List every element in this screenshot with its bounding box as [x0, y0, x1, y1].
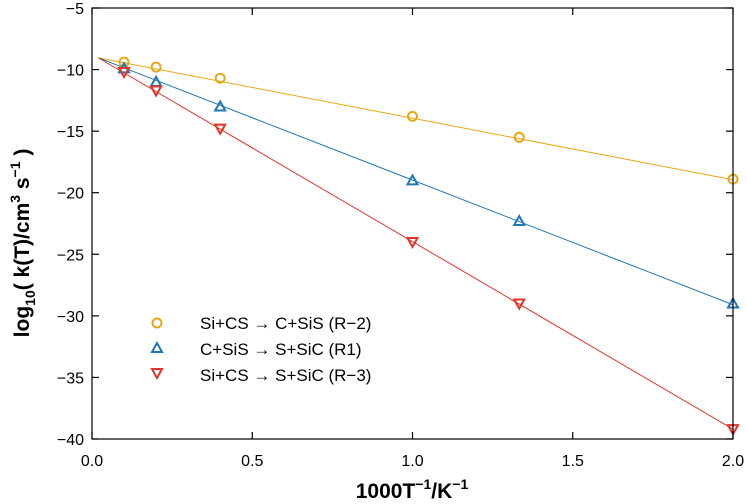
legend-label: Si+CS → S+SiC (R−3): [200, 366, 371, 385]
legend-label: Si+CS → C+SiS (R−2): [200, 314, 371, 333]
data-point-circle: [513, 131, 525, 143]
data-point-triangle-up: [512, 213, 526, 227]
data-point-circle: [118, 56, 130, 68]
legend: Si+CS → C+SiS (R−2) C+SiS → S+SiC (R1) S…: [150, 314, 371, 385]
data-point-triangle-up: [149, 74, 163, 87]
data-point-circle: [407, 110, 418, 122]
legend-marker-circle: [151, 317, 163, 329]
legend-marker-triangle-down: [150, 368, 164, 381]
y-tick-label: −15: [57, 124, 84, 141]
legend-item-r-2: Si+CS → C+SiS (R−2): [151, 314, 371, 333]
data-point-circle: [214, 72, 226, 84]
plot-frame: [91, 7, 734, 440]
x-tick-label: 0.0: [81, 453, 103, 470]
data-point-triangle-down: [213, 123, 227, 136]
x-tick-label: 1.5: [562, 453, 584, 470]
y-tick-label: −30: [57, 309, 84, 326]
axis-ticks: 0.0 0.5 1.0 1.5 2.0 −40 −35 −30 −25 −20 −15 −10 −5: [57, 1, 744, 470]
x-tick-label: 2.0: [722, 453, 744, 470]
y-axis-title: log10( k(T)/cm3 s−1 ): [7, 149, 38, 338]
y-tick-label: −5: [66, 1, 84, 18]
x-axis-title: 1000T−1/K−1: [356, 476, 469, 503]
data-point-triangle-down: [512, 298, 526, 311]
legend-item-r1: C+SiS → S+SiC (R1): [150, 340, 362, 359]
data-point-circle: [150, 61, 162, 73]
y-tick-label: −10: [57, 63, 84, 80]
y-tick-label: −35: [57, 370, 84, 387]
y-tick-label: −20: [57, 186, 84, 203]
y-tick-label: −40: [57, 432, 84, 449]
data-point-triangle-up: [405, 173, 420, 186]
legend-item-r-3: Si+CS → S+SiC (R−3): [150, 366, 371, 385]
legend-label: C+SiS → S+SiC (R1): [200, 340, 362, 359]
data-point-triangle-up: [213, 99, 227, 112]
x-tick-label: 0.5: [241, 453, 263, 470]
x-tick-label: 1.0: [401, 453, 423, 470]
data-markers: [117, 56, 740, 437]
fit-line-series-2: [98, 57, 734, 430]
legend-marker-triangle-up: [150, 340, 164, 353]
data-point-triangle-down: [149, 85, 163, 98]
data-point-triangle-down: [117, 67, 131, 80]
y-tick-label: −25: [57, 247, 84, 264]
data-point-triangle-down: [405, 236, 420, 250]
